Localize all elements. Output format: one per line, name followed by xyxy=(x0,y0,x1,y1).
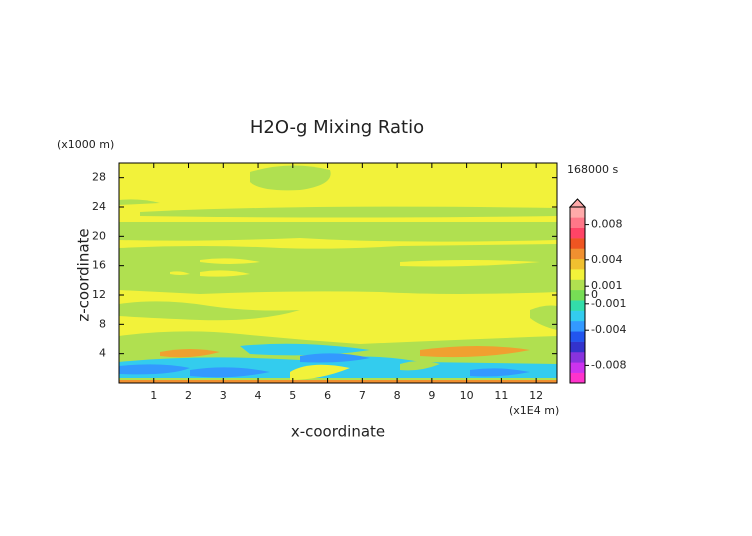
contour-field xyxy=(119,163,557,383)
x-axis-label: x-coordinate xyxy=(291,423,385,441)
colorbar-band xyxy=(570,258,585,270)
colorbar-tick-label: 0.004 xyxy=(591,253,623,266)
y-tick-label: 12 xyxy=(92,288,106,301)
colorbar-band xyxy=(570,320,585,332)
y-tick-label: 28 xyxy=(92,171,106,184)
colorbar-band xyxy=(570,279,585,291)
x-unit: (x1E4 m) xyxy=(509,404,559,417)
colorbar-band xyxy=(570,248,585,260)
plot-frame xyxy=(118,162,558,384)
x-tick-label: 1 xyxy=(150,389,157,402)
x-tick-label: 4 xyxy=(255,389,262,402)
colorbar-band xyxy=(570,372,585,384)
colorbar-band xyxy=(570,300,585,311)
colorbar-arrow xyxy=(568,198,587,208)
y-tick-label: 4 xyxy=(99,347,106,360)
x-tick-label: 3 xyxy=(220,389,227,402)
colorbar-band xyxy=(570,269,585,280)
colorbar-tick-label: -0.004 xyxy=(591,323,626,336)
colorbar-tick-label: -0.001 xyxy=(591,297,626,310)
colorbar-band xyxy=(570,362,585,373)
x-tick-label: 10 xyxy=(460,389,474,402)
y-unit: (x1000 m) xyxy=(57,138,114,151)
colorbar-band xyxy=(570,310,585,322)
x-tick-label: 8 xyxy=(394,389,401,402)
x-tick-label: 5 xyxy=(289,389,296,402)
y-axis-label: z-coordinate xyxy=(75,228,93,321)
colorbar-band xyxy=(570,351,585,363)
x-tick-label: 7 xyxy=(359,389,366,402)
x-tick-label: 6 xyxy=(324,389,331,402)
x-tick-label: 11 xyxy=(494,389,508,402)
time-label: 168000 s xyxy=(567,163,618,176)
y-tick-label: 16 xyxy=(92,259,106,272)
y-tick-label: 20 xyxy=(92,229,106,242)
x-tick-label: 12 xyxy=(529,389,543,402)
colorbar-tick-label: 0.008 xyxy=(591,218,623,231)
y-tick-label: 8 xyxy=(99,317,106,330)
colorbar-tick-label: 0 xyxy=(591,288,598,301)
colorbar-band xyxy=(570,238,585,249)
colorbar-band xyxy=(570,217,585,229)
colorbar-band xyxy=(570,341,585,353)
colorbar-tick-label: -0.008 xyxy=(591,358,626,371)
colorbar-band xyxy=(570,227,585,239)
colorbar-band xyxy=(570,207,585,218)
y-tick-label: 24 xyxy=(92,200,106,213)
colorbar-band xyxy=(570,331,585,342)
colorbar-band xyxy=(570,289,585,301)
chart-title: H2O-g Mixing Ratio xyxy=(250,117,424,138)
x-tick-label: 9 xyxy=(428,389,435,402)
x-tick-label: 2 xyxy=(185,389,192,402)
colorbar-tick-label: 0.001 xyxy=(591,279,623,292)
